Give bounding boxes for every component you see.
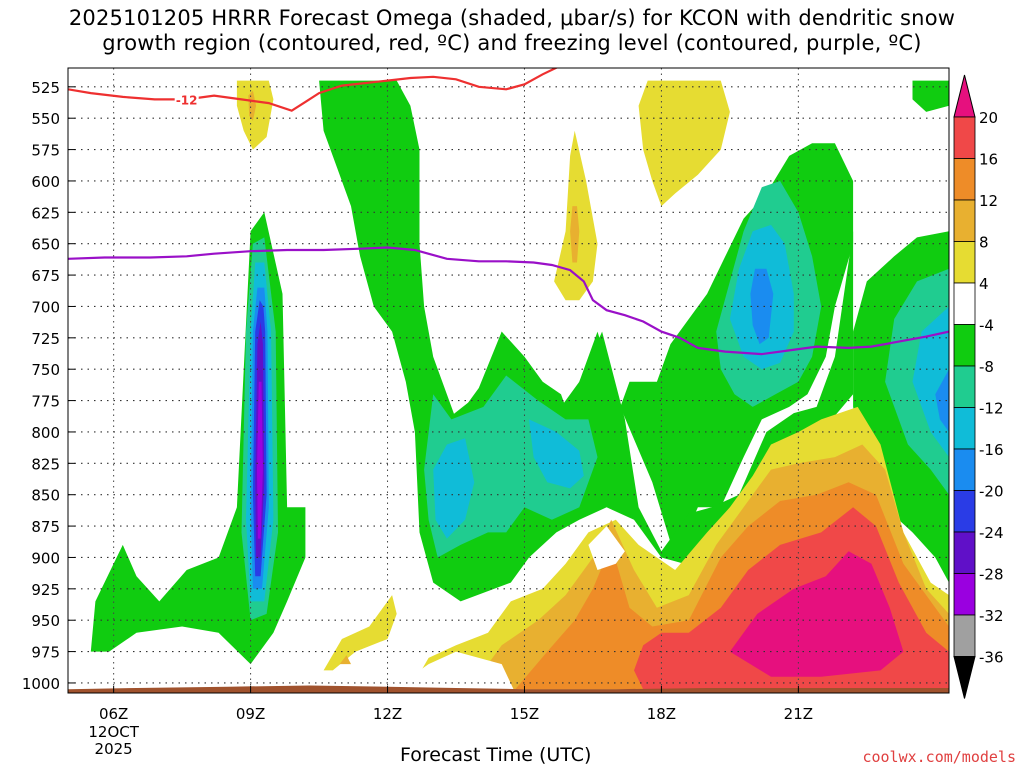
x-tick-label-06Z: 06Z xyxy=(99,705,128,723)
colorbar-label-4: 4 xyxy=(979,275,989,293)
omega-region-10 xyxy=(433,438,475,539)
colorbar-label-8: -16 xyxy=(979,441,1004,459)
colorbar-band-12 xyxy=(953,573,976,616)
y-tick-label-800: 800 xyxy=(31,424,60,442)
title-line-2: growth region (contoured, red, ºC) and f… xyxy=(102,31,922,55)
y-tick-label-950: 950 xyxy=(31,612,60,630)
omega-region-33 xyxy=(588,526,625,570)
colorbar-band-8 xyxy=(953,407,976,450)
plot-frame xyxy=(67,67,950,694)
y-tick-label-900: 900 xyxy=(31,549,60,567)
x-tick-label-09Z: 09Z xyxy=(236,705,265,723)
omega-region-20 xyxy=(236,80,274,150)
colorbar-band-3 xyxy=(953,199,976,242)
colorbar-band-11 xyxy=(953,531,976,574)
y-tick-label-625: 625 xyxy=(31,204,60,222)
contour-label-minus12: -12 xyxy=(176,93,198,107)
colorbar-band-7 xyxy=(953,365,976,408)
omega-region-9 xyxy=(424,375,598,558)
contour-layer: -12 xyxy=(68,68,949,356)
y-tick-label-875: 875 xyxy=(31,518,60,536)
y-tick-label-1000: 1000 xyxy=(22,675,60,693)
y-axis: 525 550 575 600 625 650 675 700 725 750 775 800 825 8… xyxy=(22,79,75,693)
terrain-mask xyxy=(68,685,949,693)
y-tick-label-850: 850 xyxy=(31,487,60,505)
y-tick-label-675: 675 xyxy=(31,267,60,285)
y-tick-label-650: 650 xyxy=(31,236,60,254)
x-date-label-1: 2025 xyxy=(95,740,133,758)
colorbar-label-6: -8 xyxy=(979,358,994,376)
freezing-level-contour xyxy=(68,246,949,356)
colorbar-label-3: 8 xyxy=(979,234,989,252)
omega-region-14 xyxy=(750,268,774,345)
y-tick-label-925: 925 xyxy=(31,581,60,599)
colorbar-label-0: 20 xyxy=(979,109,998,127)
colorbar-label-5: -4 xyxy=(979,317,994,335)
x-tick-label-15Z: 15Z xyxy=(510,705,539,723)
x-tick-label-12Z: 12Z xyxy=(373,705,402,723)
y-tick-label-750: 750 xyxy=(31,361,60,379)
y-tick-label-700: 700 xyxy=(31,298,60,316)
omega-region-23 xyxy=(570,206,580,263)
colorbar-label-7: -12 xyxy=(979,400,1004,418)
y-tick-label-550: 550 xyxy=(31,110,60,128)
colorbar-band-10 xyxy=(953,490,976,533)
colorbar-band-1 xyxy=(953,116,976,159)
colorbar-band-13 xyxy=(953,614,976,657)
omega-shading-layer xyxy=(68,80,949,693)
title-line-1: 2025101205 HRRR Forecast Omega (shaded, … xyxy=(68,6,956,30)
omega-region-18 xyxy=(935,369,949,432)
omega-region-31 xyxy=(729,551,904,677)
y-tick-label-600: 600 xyxy=(31,173,60,191)
y-tick-label-525: 525 xyxy=(31,79,60,97)
colorbar-label-11: -28 xyxy=(979,566,1004,584)
colorbar-label-10: -24 xyxy=(979,524,1004,542)
omega-region-26 xyxy=(339,655,351,665)
omega-region-6 xyxy=(257,381,263,539)
y-tick-label-725: 725 xyxy=(31,330,60,348)
colorbar-label-13: -36 xyxy=(979,649,1004,667)
colorbar-band-2 xyxy=(953,158,976,201)
x-tick-label-21Z: 21Z xyxy=(784,705,813,723)
dendritic-growth-contour xyxy=(68,68,559,112)
colorbar-band-6 xyxy=(953,324,976,367)
colorbar-band-9 xyxy=(953,448,976,491)
omega-region-11 xyxy=(529,419,584,489)
contour-label-bg xyxy=(174,92,199,107)
chart-title: 2025101205 HRRR Forecast Omega (shaded, … xyxy=(0,6,1024,56)
omega-region-17 xyxy=(912,306,949,458)
y-tick-label-825: 825 xyxy=(31,455,60,473)
colorbar-label-9: -20 xyxy=(979,483,1004,501)
y-tick-label-775: 775 xyxy=(31,393,60,411)
omega-region-19 xyxy=(912,80,949,112)
watermark-link[interactable]: coolwx.com/models xyxy=(862,748,1016,766)
colorbar-band-4 xyxy=(953,241,976,284)
colorbar: 20 16 12 8 4 -4 -8 -12 -16 -20 -24 -28 -32 -36 xyxy=(953,74,1004,699)
x-axis-label: Forecast Time (UTC) xyxy=(400,744,592,766)
colorbar-band-bottom xyxy=(953,656,976,699)
y-tick-label-975: 975 xyxy=(31,644,60,662)
colorbar-band-top xyxy=(953,74,976,118)
x-date-label-0: 12OCT xyxy=(88,723,139,741)
colorbar-label-1: 16 xyxy=(979,151,998,169)
colorbar-label-2: 12 xyxy=(979,192,998,210)
omega-region-24 xyxy=(638,80,730,207)
colorbar-band-5 xyxy=(953,282,976,325)
y-tick-label-575: 575 xyxy=(31,142,60,160)
x-tick-label-18Z: 18Z xyxy=(647,705,676,723)
colorbar-label-12: -32 xyxy=(979,607,1004,625)
